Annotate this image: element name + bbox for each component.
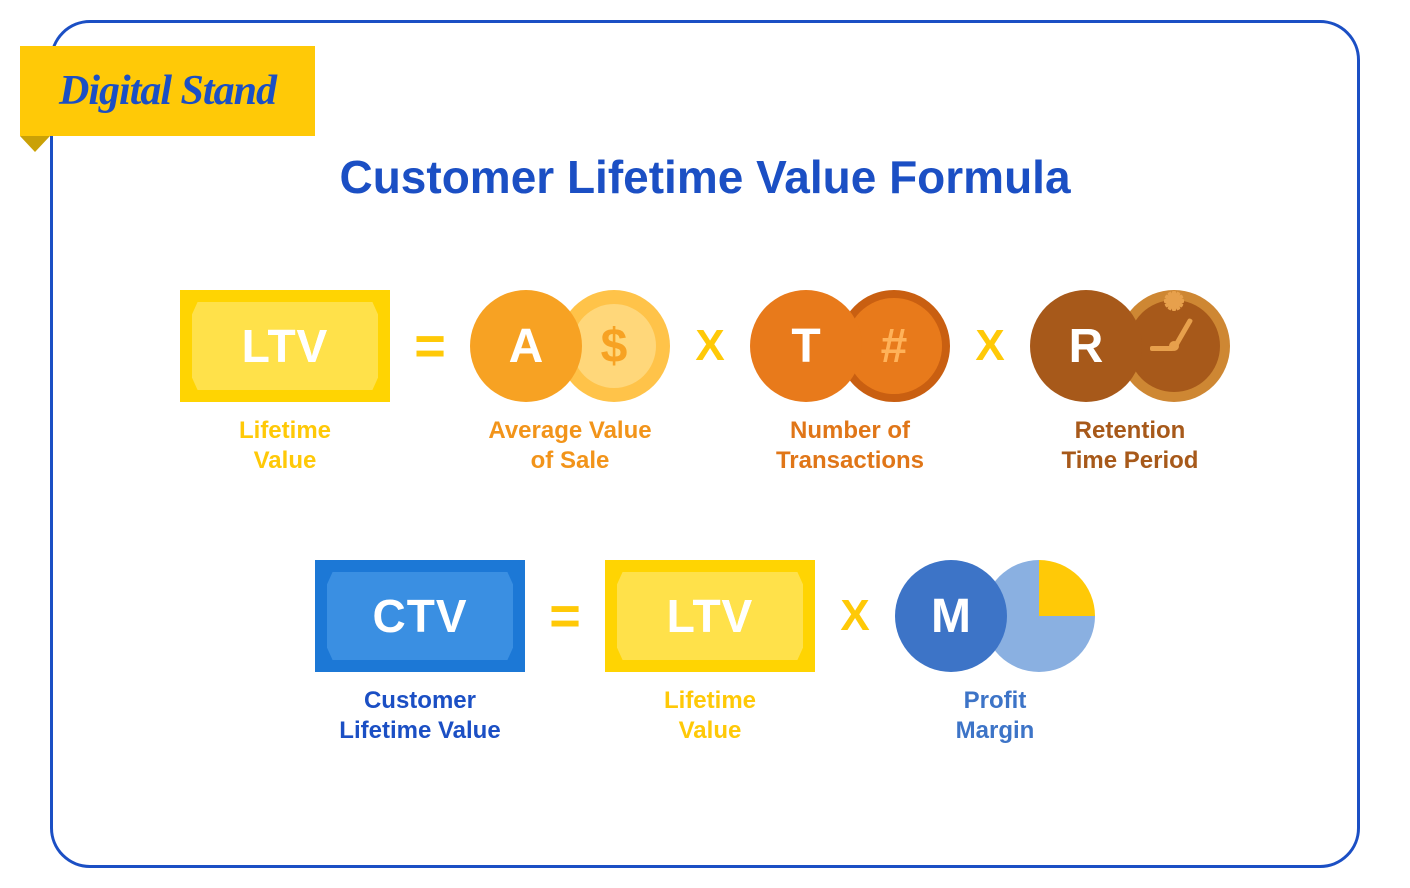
retention-icon: R — [1030, 290, 1230, 402]
ltv-label-2: Lifetime Value — [664, 686, 756, 746]
retention-label: Retention Time Period — [1062, 416, 1199, 476]
times-operator-3: X — [825, 560, 885, 672]
term-avg-sale: A $ Average Value of Sale — [470, 290, 670, 476]
profit-margin-label: Profit Margin — [956, 686, 1035, 746]
ctv-label: Customer Lifetime Value — [339, 686, 500, 746]
avg-sale-letter: A — [509, 319, 544, 374]
equals-operator: = — [400, 290, 460, 402]
ctv-banknote-icon: CTV — [315, 560, 525, 672]
term-ltv: LTV Lifetime Value — [180, 290, 390, 476]
term-retention: R Retention Time Period — [1030, 290, 1230, 476]
ltv-banknote-icon-2: LTV — [605, 560, 815, 672]
equals-operator-2: = — [535, 560, 595, 672]
formula-row-ltv: LTV Lifetime Value = A $ Average Value o… — [0, 290, 1410, 476]
avg-sale-icon: A $ — [470, 290, 670, 402]
hash-symbol: # — [881, 319, 908, 374]
logo-banner: Digital Stand — [20, 46, 315, 136]
profit-margin-icon: M — [895, 560, 1095, 672]
retention-letter: R — [1069, 319, 1104, 374]
term-profit-margin: M Profit Margin — [895, 560, 1095, 746]
term-transactions: T # Number of Transactions — [750, 290, 950, 476]
ltv-label: Lifetime Value — [239, 416, 331, 476]
term-ltv-2: LTV Lifetime Value — [605, 560, 815, 746]
ltv-abbr-2: LTV — [667, 589, 753, 643]
ctv-abbr: CTV — [373, 589, 468, 643]
avg-sale-label: Average Value of Sale — [488, 416, 651, 476]
ltv-abbr: LTV — [242, 319, 328, 373]
term-ctv: CTV Customer Lifetime Value — [315, 560, 525, 746]
transactions-letter: T — [791, 319, 820, 374]
dollar-symbol: $ — [601, 319, 628, 374]
ltv-banknote-icon: LTV — [180, 290, 390, 402]
transactions-icon: T # — [750, 290, 950, 402]
profit-margin-letter: M — [931, 589, 971, 644]
transactions-label: Number of Transactions — [776, 416, 924, 476]
logo-text: Digital Stand — [59, 67, 276, 115]
times-operator-2: X — [960, 290, 1020, 402]
formula-row-ctv: CTV Customer Lifetime Value = LTV Lifeti… — [0, 560, 1410, 746]
times-operator-1: X — [680, 290, 740, 402]
page-title: Customer Lifetime Value Formula — [0, 150, 1410, 204]
